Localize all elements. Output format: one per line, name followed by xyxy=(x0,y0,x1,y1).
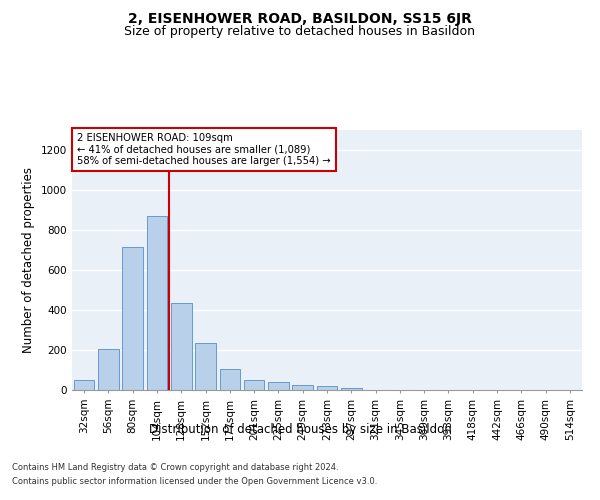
Bar xyxy=(74,380,94,390)
Text: Contains public sector information licensed under the Open Government Licence v3: Contains public sector information licen… xyxy=(12,478,377,486)
Bar xyxy=(122,247,143,390)
Bar xyxy=(244,380,265,390)
Bar xyxy=(146,216,167,390)
Text: Contains HM Land Registry data © Crown copyright and database right 2024.: Contains HM Land Registry data © Crown c… xyxy=(12,462,338,471)
Text: Distribution of detached houses by size in Basildon: Distribution of detached houses by size … xyxy=(149,422,451,436)
Bar xyxy=(195,343,216,390)
Y-axis label: Number of detached properties: Number of detached properties xyxy=(22,167,35,353)
Bar xyxy=(292,385,313,390)
Bar xyxy=(98,349,119,390)
Text: 2 EISENHOWER ROAD: 109sqm
← 41% of detached houses are smaller (1,089)
58% of se: 2 EISENHOWER ROAD: 109sqm ← 41% of detac… xyxy=(77,132,331,166)
Bar xyxy=(268,382,289,390)
Text: Size of property relative to detached houses in Basildon: Size of property relative to detached ho… xyxy=(125,25,476,38)
Bar xyxy=(317,386,337,390)
Bar xyxy=(220,369,240,390)
Bar xyxy=(171,303,191,390)
Bar xyxy=(341,388,362,390)
Text: 2, EISENHOWER ROAD, BASILDON, SS15 6JR: 2, EISENHOWER ROAD, BASILDON, SS15 6JR xyxy=(128,12,472,26)
